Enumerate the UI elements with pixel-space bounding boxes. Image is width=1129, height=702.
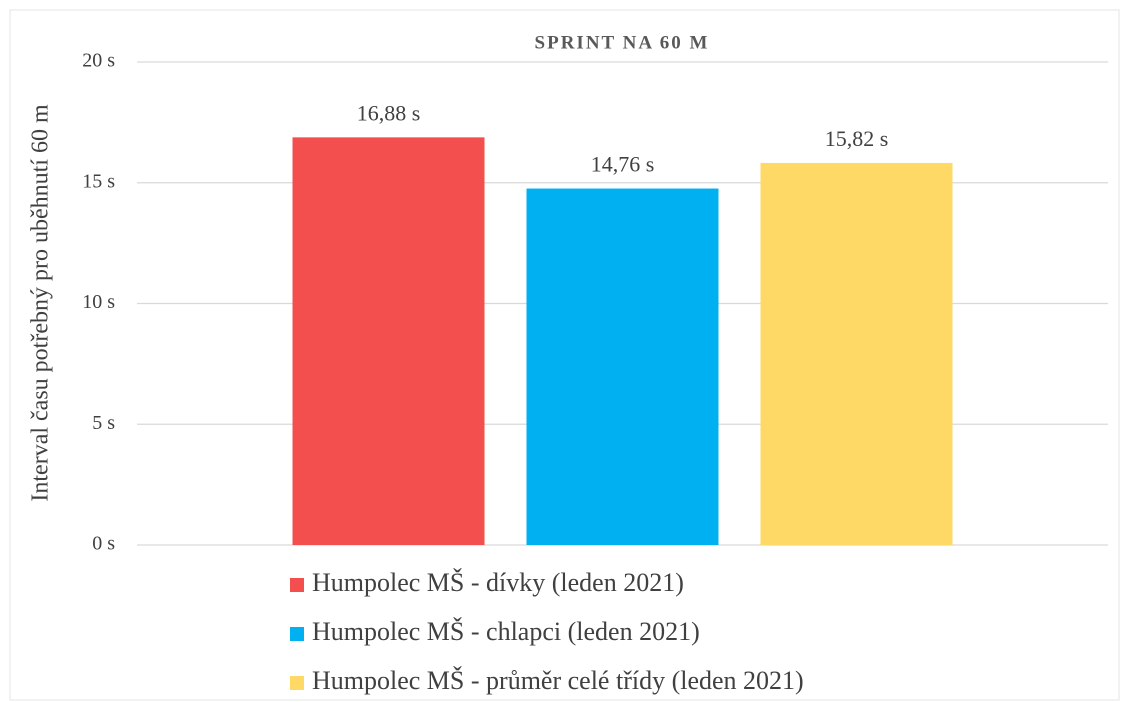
data-label: 16,88 s: [357, 100, 421, 125]
bar: [526, 188, 719, 545]
y-tick-label: 0 s: [92, 533, 115, 555]
data-label: 14,76 s: [591, 152, 655, 177]
y-axis-label: Interval času potřebný pro uběhnutí 60 m: [28, 104, 54, 502]
y-tick-label: 20 s: [82, 50, 115, 72]
data-label: 15,82 s: [825, 126, 889, 151]
y-tick-label: 15 s: [82, 170, 115, 192]
bar: [760, 162, 953, 545]
y-tick-label: 5 s: [92, 412, 115, 434]
legend-label: Humpolec MŠ - chlapci (leden 2021): [312, 617, 700, 646]
legend-label: Humpolec MŠ - dívky (leden 2021): [312, 568, 684, 597]
legend-swatch: [290, 627, 304, 641]
legend-swatch: [290, 676, 304, 690]
bar: [292, 137, 485, 545]
y-tick-label: 10 s: [82, 291, 115, 313]
legend-label: Humpolec MŠ - průměr celé třídy (leden 2…: [312, 666, 804, 695]
legend-swatch: [290, 578, 304, 592]
chart-title: SPRINT NA 60 M: [535, 32, 710, 53]
chart-frame: [9, 9, 1120, 701]
